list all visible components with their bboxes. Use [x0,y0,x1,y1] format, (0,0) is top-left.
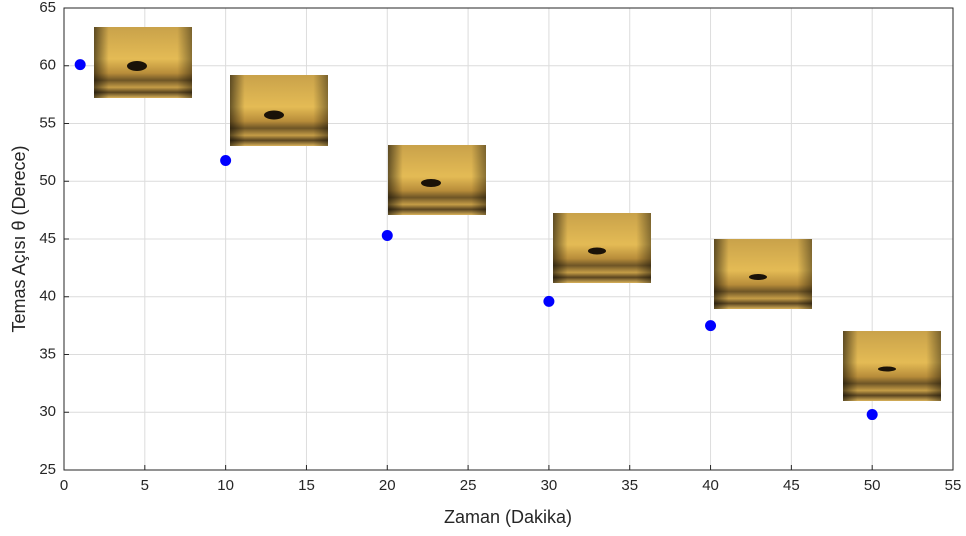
x-tick-label: 40 [702,477,719,494]
y-tick-label: 50 [39,172,56,189]
data-point [867,409,878,420]
y-tick-label: 25 [39,461,56,478]
x-tick-label: 20 [379,477,396,494]
page: Zaman (Dakika) Temas Açısı θ (Derece) 0 5… [0,0,966,536]
x-tick-label: 50 [864,477,881,494]
x-tick-label: 45 [783,477,800,494]
data-point [220,155,231,166]
droplet-image [843,331,941,401]
y-tick-label: 35 [39,345,56,362]
y-tick-label: 55 [39,114,56,131]
data-point [543,296,554,307]
x-tick-label: 35 [621,477,638,494]
x-axis-label: Zaman (Dakika) [444,507,572,527]
droplet-image [553,213,651,283]
droplet-image [714,239,812,309]
x-tick-label: 55 [945,477,962,494]
y-tick-label: 60 [39,57,56,74]
data-point [382,230,393,241]
y-tick-label: 40 [39,288,56,305]
x-tick-label: 25 [460,477,477,494]
droplet-image [230,75,328,146]
droplet-image [94,27,192,98]
droplet-image [388,145,486,215]
chart: Zaman (Dakika) Temas Açısı θ (Derece) 0 5… [0,0,966,536]
y-tick-label: 45 [39,230,56,247]
x-tick-label: 15 [298,477,315,494]
data-point [75,59,86,70]
x-tick-label: 10 [217,477,234,494]
data-point [705,320,716,331]
y-axis-label: Temas Açısı θ (Derece) [9,145,29,332]
x-tick-label: 0 [60,477,68,494]
y-tick-label: 30 [39,403,56,420]
x-tick-label: 5 [141,477,149,494]
x-tick-label: 30 [541,477,558,494]
y-tick-label: 65 [39,0,56,16]
